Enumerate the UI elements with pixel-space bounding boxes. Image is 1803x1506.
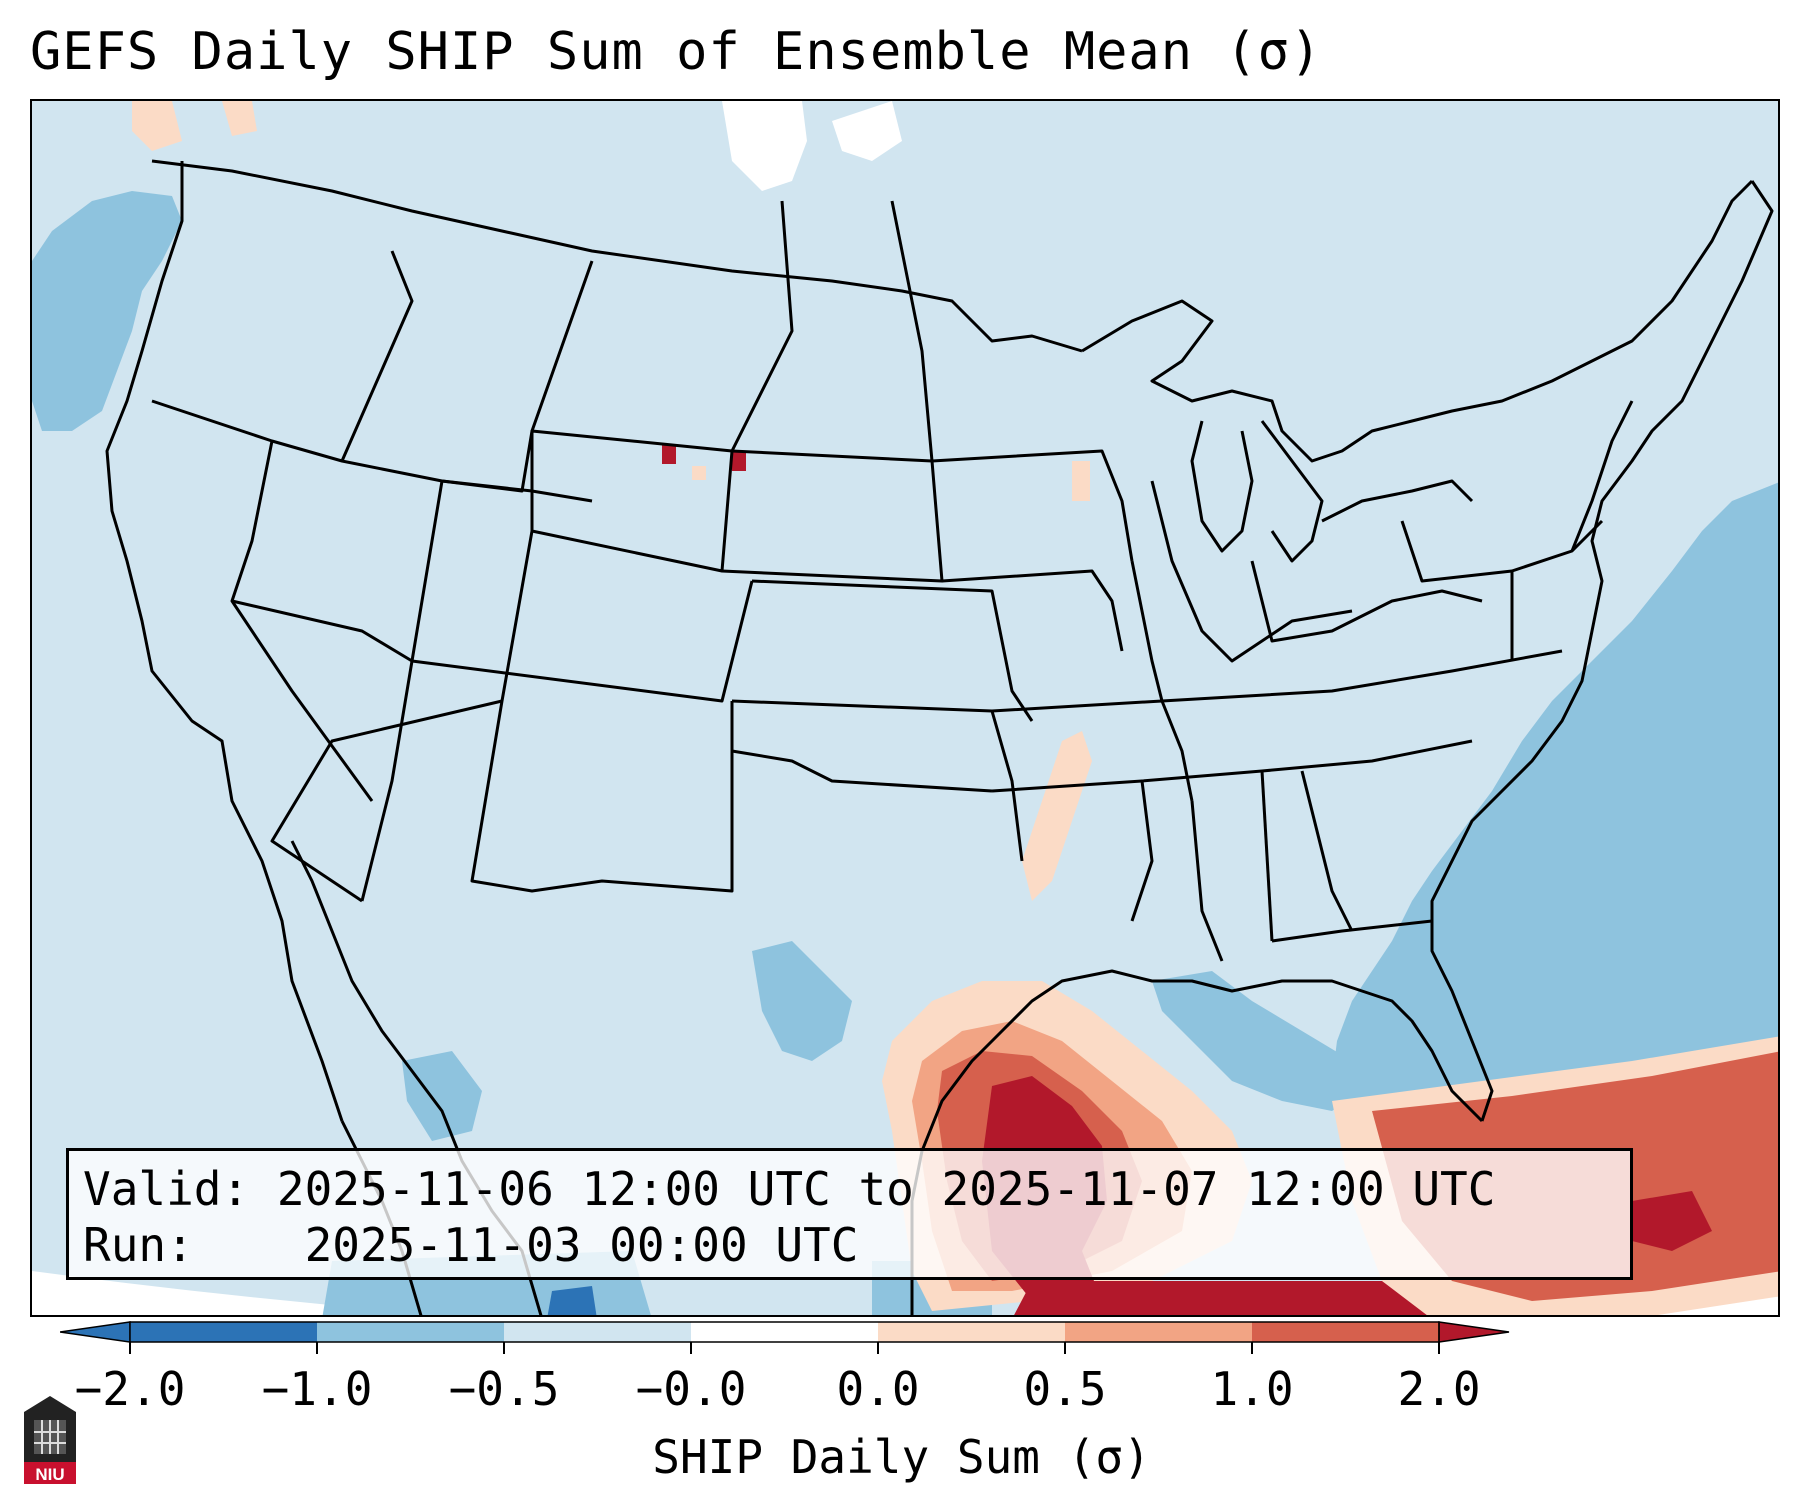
gulf-anomaly-darkred2	[1014, 1281, 1504, 1315]
logo-text: NIU	[35, 1465, 64, 1484]
bc-anomaly-lightred	[132, 101, 257, 151]
mexico-anomaly-blue	[752, 941, 852, 1061]
south-anomaly-darkblue	[547, 1286, 597, 1315]
ne-anomaly-darkred	[732, 451, 746, 471]
mississippi-anomaly-lightred	[1022, 731, 1092, 901]
run-label: Run:	[83, 1218, 194, 1272]
colorbar-segment	[691, 1322, 878, 1342]
colorbar-tick-label: 2.0	[1397, 1362, 1481, 1416]
iowa-anomaly-lightred	[1072, 461, 1090, 501]
colorbar-extend-right	[1438, 1321, 1510, 1343]
run-value: 2025-11-03 00:00 UTC	[304, 1218, 859, 1272]
university-logo-icon: NIU	[24, 1396, 76, 1484]
atlantic-anomaly-blue	[1332, 482, 1778, 1111]
colorbar-tick-label: 0.5	[1023, 1362, 1107, 1416]
valid-label: Valid:	[83, 1162, 250, 1216]
colorbar-tick-label: 0.0	[836, 1362, 920, 1416]
sd-anomaly-lightred	[692, 466, 706, 480]
canada-white-patches	[722, 101, 902, 191]
colorbar-segment	[1252, 1322, 1439, 1342]
caribbean-anomaly-darkred	[1632, 1191, 1712, 1251]
colorbar-segment	[317, 1322, 504, 1342]
colorbar-tick-label: −0.0	[635, 1362, 747, 1416]
gulf-anomaly-blue	[1152, 971, 1362, 1111]
colorbar-label: SHIP Daily Sum (σ)	[652, 1430, 1151, 1484]
pacific-anomaly-blue	[32, 191, 182, 431]
valid-run-box: Valid: 2025-11-06 12:00 UTC to 2025-11-0…	[66, 1148, 1633, 1280]
colorbar-tick-label: −2.0	[74, 1362, 186, 1416]
baja-anomaly-blue	[402, 1051, 482, 1141]
colorbar-segment	[878, 1322, 1065, 1342]
map-svg	[32, 101, 1778, 1315]
colorbar-tick-label: 1.0	[1210, 1362, 1294, 1416]
map-panel	[30, 99, 1780, 1317]
colorbar-tick-label: −1.0	[261, 1362, 373, 1416]
colorbar	[60, 1321, 1510, 1354]
page-title: GEFS Daily SHIP Sum of Ensemble Mean (σ)	[30, 22, 1323, 82]
colorbar-segment	[1065, 1322, 1252, 1342]
valid-value: 2025-11-06 12:00 UTC to 2025-11-07 12:00…	[276, 1162, 1496, 1216]
valid-row: Valid: 2025-11-06 12:00 UTC to 2025-11-0…	[83, 1161, 1616, 1217]
colorbar-segment	[130, 1322, 317, 1342]
run-row: Run: 2025-11-03 00:00 UTC	[83, 1217, 1616, 1273]
colorbar-extend-left	[60, 1321, 131, 1343]
wy-anomaly-darkred	[662, 444, 676, 464]
colorbar-segment	[504, 1322, 691, 1342]
colorbar-tick-label: −0.5	[448, 1362, 560, 1416]
